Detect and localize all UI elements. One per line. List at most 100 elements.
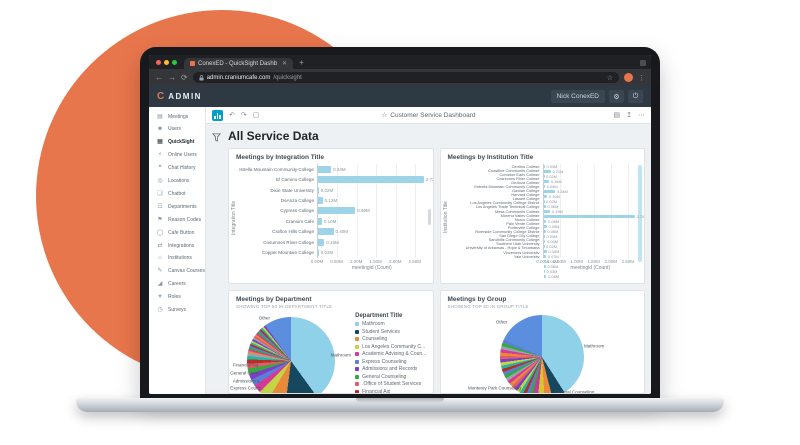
brand[interactable]: C ADMIN	[157, 91, 202, 102]
browser-avatar[interactable]	[624, 73, 633, 82]
export-icon[interactable]: ↥	[626, 112, 632, 119]
legend-item[interactable]: Los Angeles Community C...	[355, 344, 426, 350]
bar[interactable]	[318, 207, 356, 215]
user-menu-button[interactable]: Nick ConexED	[550, 90, 605, 103]
browser-tab[interactable]: ConexED - QuickSight Dashb ✕	[184, 58, 294, 69]
quicksight-logo-icon[interactable]	[212, 109, 223, 121]
sidebar-item-label: Online Users	[168, 151, 197, 158]
bar[interactable]	[543, 195, 547, 198]
bar[interactable]	[318, 249, 319, 257]
sidebar-item-departments[interactable]: ☷ Departments	[149, 200, 205, 213]
bar[interactable]	[543, 165, 545, 168]
legend-item[interactable]: Student Services	[355, 329, 426, 335]
forward-icon[interactable]: →	[168, 72, 176, 82]
sidebar-item-careers[interactable]: ◢ Careers	[149, 277, 205, 290]
bar[interactable]	[543, 265, 546, 268]
bar[interactable]	[543, 185, 545, 188]
bar[interactable]	[543, 205, 546, 208]
back-icon[interactable]: ←	[155, 72, 163, 82]
legend-item[interactable]: General Counseling	[355, 374, 426, 380]
chart-scrollbar[interactable]	[638, 165, 642, 262]
bar[interactable]	[543, 220, 547, 223]
bar[interactable]	[543, 225, 547, 228]
legend-item[interactable]: Financial Aid	[355, 389, 426, 393]
sidebar-item-roles[interactable]: ✦ Roles	[149, 290, 205, 303]
bar[interactable]	[543, 240, 546, 243]
bar[interactable]	[543, 275, 547, 278]
minimize-window-button[interactable]	[164, 60, 169, 65]
logout-icon[interactable]: ⏻	[628, 90, 643, 103]
category-label: Palo Verde College	[506, 221, 540, 226]
bar-plot-area[interactable]: 0.03M 0.21M 0.02M 0.16M 0.04M 0.34M 0.10M 0.02M…	[542, 164, 644, 279]
bar[interactable]	[318, 176, 424, 184]
bar[interactable]	[543, 230, 546, 233]
tab-close-icon[interactable]: ✕	[282, 61, 288, 67]
bar[interactable]	[543, 170, 551, 173]
redo-icon[interactable]: ↷	[240, 112, 247, 119]
sidebar-item-quicksight[interactable]: ▦ QuickSight	[149, 135, 205, 148]
reload-icon[interactable]: ⟳	[181, 72, 188, 82]
pie-slice-callout: Mathroom	[330, 352, 352, 358]
legend-label: Academic Advising & Coun...	[362, 351, 427, 357]
legend-item[interactable]: Counseling	[355, 336, 426, 342]
pie-chart[interactable]	[247, 317, 336, 393]
sidebar-item-online-users[interactable]: ⚡ Online Users	[149, 148, 205, 161]
legend-item[interactable]: .Office of Student Services	[355, 381, 426, 387]
more-options-icon[interactable]: ⋯	[638, 112, 645, 119]
category-label: Cranium Cafe	[285, 218, 314, 224]
bar[interactable]	[318, 197, 323, 205]
bar-value-label: 0.16M	[326, 239, 339, 245]
sidebar-item-cafe-button[interactable]: ◯ Cafe Button	[149, 226, 205, 239]
bar[interactable]	[318, 228, 334, 236]
sidebar-item-locations[interactable]: ◎ Locations	[149, 174, 205, 187]
sidebar-item-integrations[interactable]: ⇄ Integrations	[149, 239, 205, 252]
undo-icon[interactable]: ↶	[229, 112, 235, 119]
address-input[interactable]: admin.craniumcafe.com/quicksight ☆	[192, 72, 619, 83]
filter-funnel-icon[interactable]	[212, 129, 221, 147]
star-icon[interactable]: ☆	[381, 112, 388, 119]
pie-chart[interactable]	[500, 315, 585, 393]
bar[interactable]	[318, 186, 319, 194]
bar[interactable]	[543, 200, 545, 203]
close-window-button[interactable]	[156, 60, 161, 65]
bar[interactable]	[543, 210, 550, 213]
sidebar-item-chatbot[interactable]: ❏ Chatbot	[149, 187, 205, 200]
legend-item[interactable]: Express Counseling	[355, 359, 426, 365]
print-icon[interactable]: ▤	[613, 112, 621, 119]
sidebar-item-meetings[interactable]: ▤ Meetings	[149, 110, 205, 123]
bar[interactable]	[318, 165, 332, 173]
sidebar-item-users[interactable]: ☻ Users	[149, 123, 205, 135]
bar[interactable]	[543, 215, 635, 218]
sidebar-item-label: Canvas Courses	[168, 267, 205, 274]
bar[interactable]	[543, 250, 547, 253]
bar[interactable]	[543, 180, 549, 183]
bookmark-star-icon[interactable]: ☆	[606, 74, 613, 82]
new-tab-button[interactable]: +	[299, 58, 304, 67]
bar[interactable]	[543, 175, 545, 178]
browser-profile-icon[interactable]	[640, 60, 646, 66]
bar-plot-area[interactable]: 0.34M 2.73M 0.02M 0.12M 0.96M 0.10M 0.40M 0.16M…	[317, 164, 433, 258]
sidebar-item-surveys[interactable]: ◷ Surveys	[149, 303, 205, 316]
bar-value-label: 0.21M	[552, 169, 564, 174]
bar[interactable]	[318, 217, 322, 225]
bar[interactable]	[318, 238, 325, 246]
copy-icon[interactable]: ▢	[252, 112, 260, 119]
bar[interactable]	[543, 190, 555, 193]
sidebar-item-institutions[interactable]: ⌂ Institutions	[149, 252, 205, 264]
legend-swatch	[355, 359, 360, 364]
settings-gear-icon[interactable]: ⚙	[609, 90, 624, 103]
bar[interactable]	[543, 245, 545, 248]
legend-item[interactable]: Academic Advising & Coun...	[355, 351, 426, 357]
legend-item[interactable]: Admissions and Records	[355, 366, 426, 372]
browser-menu-icon[interactable]: ⋮	[638, 74, 645, 82]
sidebar-item-chat-history[interactable]: ❝ Chat History	[149, 161, 205, 174]
chart-scrollbar[interactable]	[427, 209, 431, 226]
bar[interactable]	[543, 235, 545, 238]
sidebar-item-canvas-courses[interactable]: ✎ Canvas Courses	[149, 264, 205, 277]
bar[interactable]	[543, 255, 546, 258]
bar[interactable]	[543, 260, 546, 263]
bar[interactable]	[543, 270, 545, 273]
sidebar-item-reason-codes[interactable]: ⚑ Reason Codes	[149, 213, 205, 226]
legend-item[interactable]: Mathroom	[355, 321, 426, 327]
maximize-window-button[interactable]	[172, 60, 177, 65]
